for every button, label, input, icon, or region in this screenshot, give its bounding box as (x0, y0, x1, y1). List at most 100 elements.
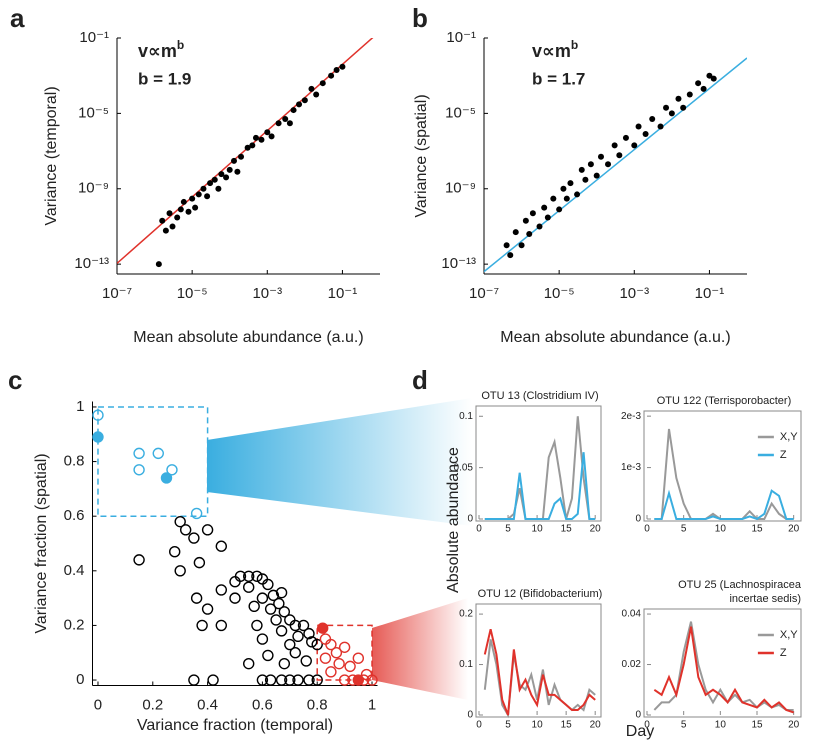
y-tick-label: 10⁻¹ (79, 29, 109, 46)
panel-letter: a (10, 3, 25, 33)
point (522, 217, 529, 224)
point (301, 97, 308, 104)
point (264, 129, 271, 136)
x-tick-label: 5 (681, 524, 687, 535)
point (344, 660, 356, 673)
point (174, 214, 181, 221)
point (333, 657, 345, 670)
fit-line (484, 57, 747, 273)
point (663, 104, 670, 111)
point (204, 193, 211, 200)
point (275, 674, 288, 686)
point (162, 227, 169, 234)
point (201, 524, 214, 536)
y-tick-label: 10⁻⁹ (78, 180, 109, 197)
y-tick-label: 0.6 (64, 507, 85, 524)
point (308, 85, 315, 92)
point (248, 600, 260, 613)
point (668, 110, 675, 117)
point (226, 166, 233, 173)
y-axis-label: Variance (temporal) (43, 86, 60, 225)
y-tick-label: 1e-3 (621, 462, 641, 473)
point (290, 107, 297, 114)
point (243, 570, 255, 582)
plot-frame (643, 608, 802, 718)
point (166, 464, 178, 476)
point (306, 636, 318, 648)
y-tick-label: 0.8 (64, 453, 85, 470)
point (282, 116, 289, 123)
y-tick-label: 10⁻⁹ (445, 180, 476, 197)
point (267, 589, 280, 602)
point (303, 674, 315, 686)
panel-letter: d (412, 365, 428, 395)
plot-frame (643, 410, 802, 522)
x-tick-label: 0 (476, 720, 482, 731)
y-tick-label: 10⁻¹³ (441, 255, 476, 272)
point (207, 674, 219, 686)
point (188, 532, 200, 544)
point (174, 565, 186, 577)
point (152, 447, 164, 460)
point (550, 195, 557, 202)
point (256, 674, 269, 686)
point (133, 464, 145, 476)
point (605, 161, 612, 168)
series-line (654, 489, 794, 521)
point (256, 633, 269, 645)
x-tick-label: 0 (476, 524, 482, 535)
y-tick-label: 1 (76, 398, 84, 415)
x-tick-label: 20 (788, 720, 800, 731)
x-tick-label: 5 (505, 524, 511, 535)
point (278, 657, 291, 670)
point (563, 195, 570, 202)
point (582, 176, 589, 183)
point (297, 619, 310, 632)
x-tick-label: 0 (644, 524, 650, 535)
point (578, 166, 585, 173)
x-tick-label: 0 (94, 696, 102, 713)
point (631, 142, 638, 149)
fit-label: b = 1.9 (138, 69, 191, 88)
point (695, 80, 702, 87)
point (188, 674, 200, 686)
legend-label: X,Y (780, 629, 798, 641)
point (611, 142, 618, 149)
highlight-box (97, 406, 209, 517)
panel-letter: c (8, 365, 22, 395)
y-tick-label: 0 (467, 514, 473, 525)
point (169, 223, 176, 230)
point (155, 261, 162, 268)
point (275, 625, 288, 637)
subplot-title: OTU 12 (Bifidobacterium) (478, 588, 603, 600)
point (512, 229, 519, 236)
point (133, 554, 145, 566)
point (249, 142, 256, 149)
point (189, 195, 196, 202)
x-tick-label: 10⁻⁵ (544, 285, 575, 302)
point (296, 101, 303, 108)
point (273, 597, 285, 610)
point (675, 95, 682, 102)
point (311, 674, 323, 686)
point (92, 409, 104, 421)
x-tick-label: 20 (788, 524, 800, 535)
point (215, 619, 227, 632)
y-tick-label: 10⁻⁵ (78, 104, 109, 121)
x-tick-label: 10⁻⁵ (177, 285, 208, 302)
point (92, 431, 104, 443)
formula: v∝mb (532, 38, 578, 61)
point (192, 204, 199, 211)
point (325, 638, 337, 651)
point (289, 619, 301, 632)
point (166, 210, 173, 217)
point (567, 180, 574, 187)
formula-sup: b (177, 38, 184, 52)
point (319, 633, 332, 645)
point (657, 123, 664, 130)
point (251, 570, 263, 582)
point (311, 638, 323, 651)
point (229, 592, 241, 604)
point (169, 545, 181, 558)
